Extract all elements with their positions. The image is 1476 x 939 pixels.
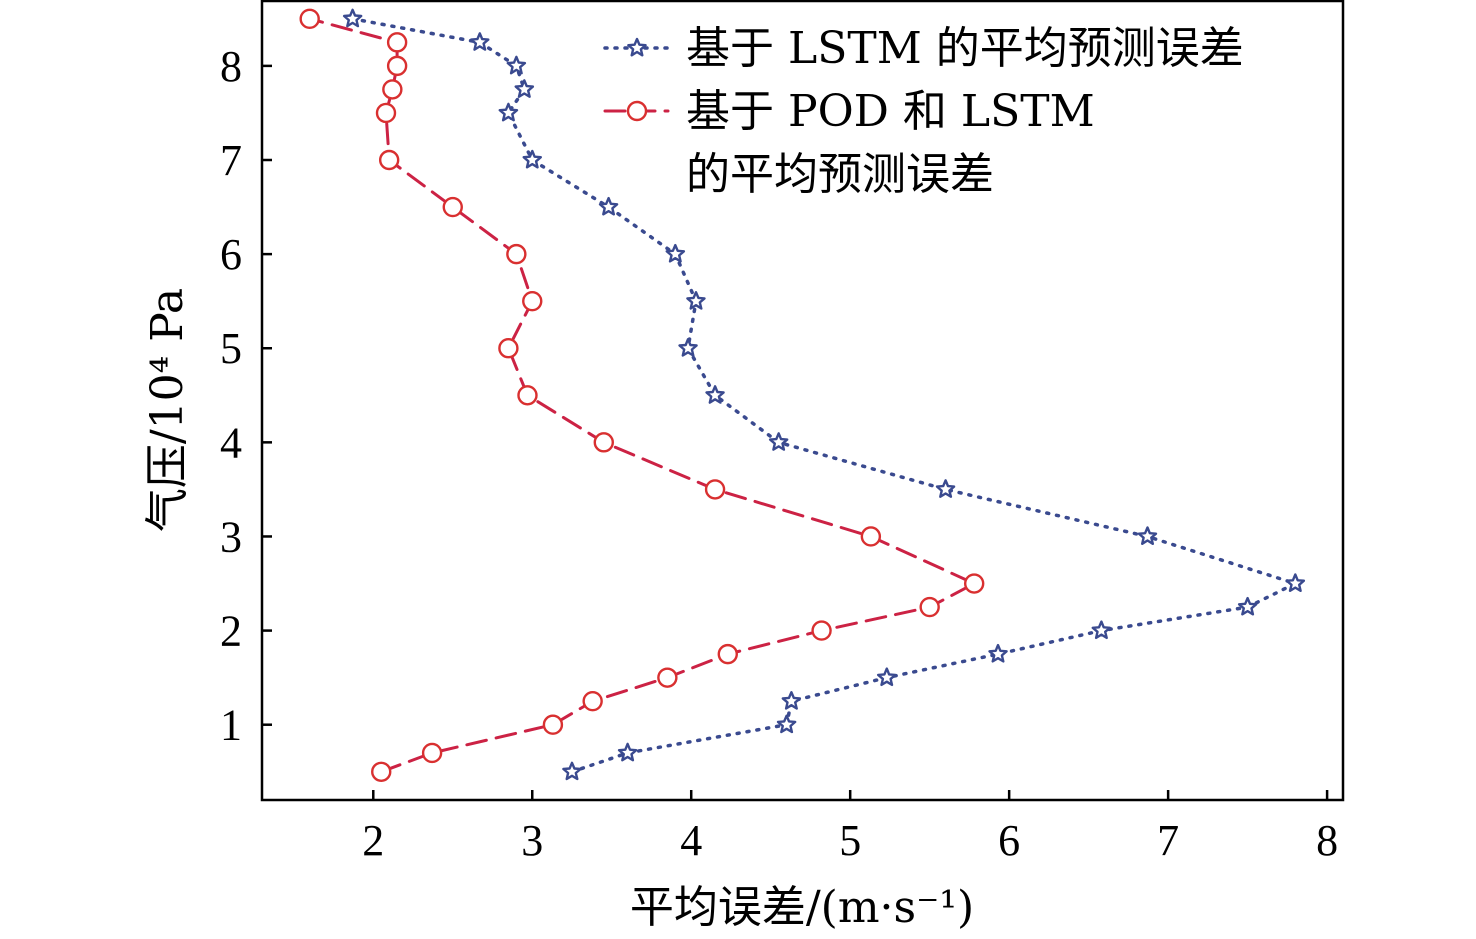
data-point-circle: [375, 102, 397, 124]
data-point-circle: [919, 596, 940, 618]
data-point-star: [1137, 526, 1158, 545]
y-tick-label: 8: [220, 42, 242, 91]
data-point-star: [1237, 596, 1258, 616]
data-point-circle: [386, 32, 408, 53]
data-point-circle: [378, 149, 400, 171]
data-point-circle: [299, 8, 320, 30]
data-point-star: [498, 102, 519, 122]
y-axis-label: 气压/10⁴ Pa: [142, 288, 193, 532]
data-point-circle: [506, 243, 527, 265]
data-point-star: [877, 667, 897, 687]
data-point-star: [705, 385, 725, 404]
data-point-star: [678, 338, 698, 357]
data-point-star: [522, 149, 542, 169]
x-tick-label: 7: [1157, 816, 1179, 865]
y-tick-label: 3: [220, 512, 242, 561]
data-point-star: [935, 479, 956, 498]
data-point-star: [781, 691, 802, 710]
data-point-star: [665, 243, 686, 263]
data-point-circle: [542, 714, 564, 735]
x-tick-label: 6: [998, 816, 1020, 865]
x-tick-label: 5: [839, 816, 861, 865]
x-axis-ticks: 2 3 4 5 6 7 8: [362, 790, 1338, 865]
data-point-circle: [522, 290, 543, 312]
data-point-circle: [421, 742, 443, 764]
data-point-star: [627, 37, 647, 57]
data-point-star: [1285, 573, 1306, 592]
data-point-circle: [704, 479, 726, 500]
data-point-star: [470, 32, 490, 51]
legend-label: 的平均预测误差: [686, 149, 994, 200]
data-point-circle: [626, 100, 648, 122]
data-point-circle: [371, 761, 392, 782]
x-axis-label: 平均误差/(m·s⁻¹): [630, 882, 974, 933]
data-point-circle: [717, 643, 738, 665]
data-point-star: [1091, 620, 1112, 640]
data-point-star: [562, 761, 582, 781]
data-point-circle: [582, 690, 603, 712]
y-tick-label: 4: [220, 418, 242, 467]
data-point-circle: [382, 79, 403, 100]
data-point-star: [342, 8, 363, 28]
y-tick-label: 2: [220, 607, 242, 656]
y-tick-label: 1: [220, 701, 242, 750]
data-point-star: [686, 291, 706, 310]
series-layer: [299, 8, 1306, 782]
data-point-circle: [498, 338, 519, 359]
y-tick-label: 7: [220, 136, 242, 185]
y-axis-ticks: 1 2 3 4 5 6 7 8: [220, 42, 272, 750]
legend-label: 基于 POD 和 LSTM: [686, 86, 1095, 137]
data-point-star: [988, 643, 1008, 663]
data-point-star: [768, 432, 789, 451]
y-tick-label: 5: [220, 324, 242, 373]
data-point-circle: [657, 667, 678, 688]
data-point-star: [776, 714, 797, 734]
legend-label: 基于 LSTM 的平均预测误差: [686, 23, 1244, 74]
data-point-circle: [442, 196, 463, 218]
y-tick-label: 6: [220, 230, 242, 279]
data-point-star: [506, 55, 527, 75]
legend-entry-2: 基于 POD 和 LSTM 的平均预测误差: [603, 86, 1095, 200]
x-tick-label: 4: [680, 816, 702, 865]
x-tick-label: 2: [362, 816, 384, 865]
series-1: [342, 8, 1306, 781]
data-point-star: [598, 196, 619, 216]
legend-entry-1: 基于 LSTM 的平均预测误差: [603, 23, 1244, 74]
data-point-star: [514, 79, 535, 98]
plot-border: [260, 0, 1345, 802]
x-tick-label: 3: [521, 816, 543, 865]
data-point-circle: [811, 620, 832, 641]
data-point-circle: [963, 573, 985, 594]
data-point-circle: [386, 55, 408, 77]
plot-frame: [260, 0, 1345, 802]
data-point-circle: [593, 432, 614, 453]
data-point-circle: [517, 385, 538, 406]
data-point-circle: [860, 526, 882, 547]
x-tick-label: 8: [1316, 816, 1338, 865]
series-2: [299, 8, 985, 782]
data-point-star: [617, 742, 638, 762]
